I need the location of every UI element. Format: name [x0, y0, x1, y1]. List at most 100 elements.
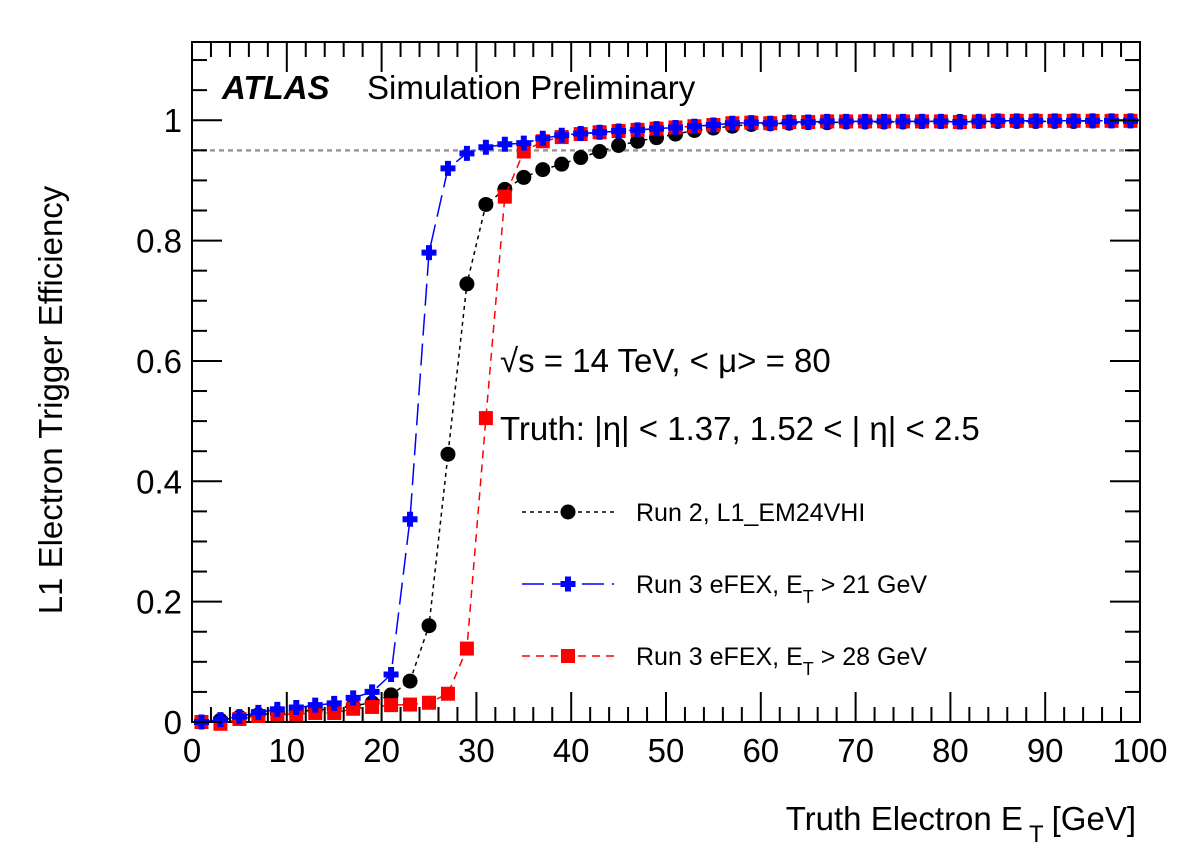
y-tick-label: 0.4 [136, 463, 182, 500]
data-point [667, 119, 683, 135]
x-axis-title: Truth Electron E T [GeV] [786, 800, 1136, 848]
data-point [440, 160, 456, 176]
data-point [459, 276, 475, 292]
annotation-eta-range: Truth: |η| < 1.37, 1.52 < | η| < 2.5 [500, 410, 980, 447]
data-point [1085, 113, 1101, 129]
legend-label: Run 3 eFEX, ET > 21 GeV [636, 571, 927, 607]
data-point [497, 136, 513, 152]
data-point [630, 122, 646, 138]
data-point [762, 115, 778, 131]
data-point [402, 511, 418, 527]
data-point [422, 695, 436, 710]
data-point [440, 686, 455, 701]
data-point [1066, 113, 1082, 129]
data-point [421, 245, 437, 261]
data-point [327, 705, 342, 720]
data-point [308, 705, 323, 720]
data-point [478, 139, 494, 155]
y-tick-label: 1 [164, 102, 182, 139]
legend-label: Run 3 eFEX, ET > 28 GeV [636, 643, 927, 679]
x-tick-label: 90 [1027, 732, 1064, 769]
data-point [478, 411, 493, 426]
data-point [838, 113, 854, 129]
data-point [516, 144, 531, 159]
data-point [421, 618, 437, 634]
data-point [554, 156, 570, 172]
x-tick-label: 100 [1112, 732, 1167, 769]
data-point [516, 135, 532, 151]
data-point [269, 701, 285, 717]
data-point [554, 127, 570, 143]
data-point [459, 641, 474, 656]
x-tick-label: 40 [553, 732, 590, 769]
x-tick-label: 20 [363, 732, 400, 769]
data-point [800, 114, 816, 130]
data-point [440, 446, 456, 462]
data-point [1009, 113, 1025, 129]
data-point [876, 113, 892, 129]
data-point [346, 701, 361, 716]
data-point [895, 113, 911, 129]
data-point [952, 114, 968, 130]
legend-entry: Run 3 eFEX, ET > 28 GeV [522, 643, 927, 679]
legend-marker [560, 576, 576, 592]
data-point [1047, 113, 1063, 129]
legend-entry: Run 2, L1_EM24VHI [522, 499, 865, 527]
x-tick-label: 30 [458, 732, 495, 769]
data-point [933, 113, 949, 129]
x-tick-label: 0 [183, 732, 201, 769]
data-point [250, 704, 266, 720]
y-tick-label: 0.8 [136, 223, 182, 260]
x-tick-label: 60 [742, 732, 779, 769]
series-group [193, 113, 1139, 731]
legend-marker [561, 649, 575, 663]
data-point [288, 700, 304, 716]
series-1 [193, 113, 1139, 730]
atlas-label: ATLAS [221, 69, 330, 106]
data-point [459, 145, 475, 161]
data-point [990, 113, 1006, 129]
data-point [326, 695, 342, 711]
data-point [592, 144, 608, 160]
data-point [705, 117, 721, 133]
tick-labels: 0 10 20 30 40 50 60 70 80 90 100 0 0.2 0.4 0.6 0.8 1 [136, 102, 1167, 769]
plot-frame [191, 41, 1141, 723]
data-point [384, 698, 399, 713]
y-tick-label: 0.6 [136, 343, 182, 380]
x-axis-title-sub: T [1029, 821, 1044, 848]
x-axis-title-unit: [GeV] [1052, 800, 1136, 837]
data-point [611, 138, 627, 154]
data-point [592, 124, 608, 140]
data-point [573, 150, 589, 166]
data-point [686, 118, 702, 134]
y-tick-label: 0.2 [136, 584, 182, 621]
data-point [402, 673, 418, 689]
data-point [781, 114, 797, 130]
atlas-subtitle: Simulation Preliminary [367, 69, 696, 106]
data-point [516, 169, 532, 185]
x-axis-title-main: Truth Electron E [786, 800, 1023, 837]
y-tick-label: 0 [164, 704, 182, 741]
data-point [403, 697, 418, 712]
annotation-energy-pileup: √s = 14 TeV, < μ> = 80 [500, 342, 831, 379]
y-axis-title: L1 Electron Trigger Efficiency [32, 185, 69, 614]
data-point [212, 712, 228, 728]
axis-ticks [191, 42, 1141, 723]
x-tick-label: 50 [648, 732, 685, 769]
x-tick-label: 70 [837, 732, 874, 769]
legend-label: Run 2, L1_EM24VHI [636, 499, 865, 527]
x-tick-label: 80 [932, 732, 969, 769]
data-point [1028, 113, 1044, 129]
legend: Run 2, L1_EM24VHI Run 3 eFEX, ET > 21 GeV… [522, 499, 927, 679]
data-point [819, 113, 835, 129]
data-point [724, 115, 740, 131]
x-tick-label: 10 [268, 732, 305, 769]
data-point [743, 115, 759, 131]
data-point [383, 666, 399, 682]
data-point [857, 113, 873, 129]
data-point [497, 189, 512, 204]
data-point [231, 709, 247, 725]
data-point [364, 684, 380, 700]
data-point [611, 123, 627, 139]
